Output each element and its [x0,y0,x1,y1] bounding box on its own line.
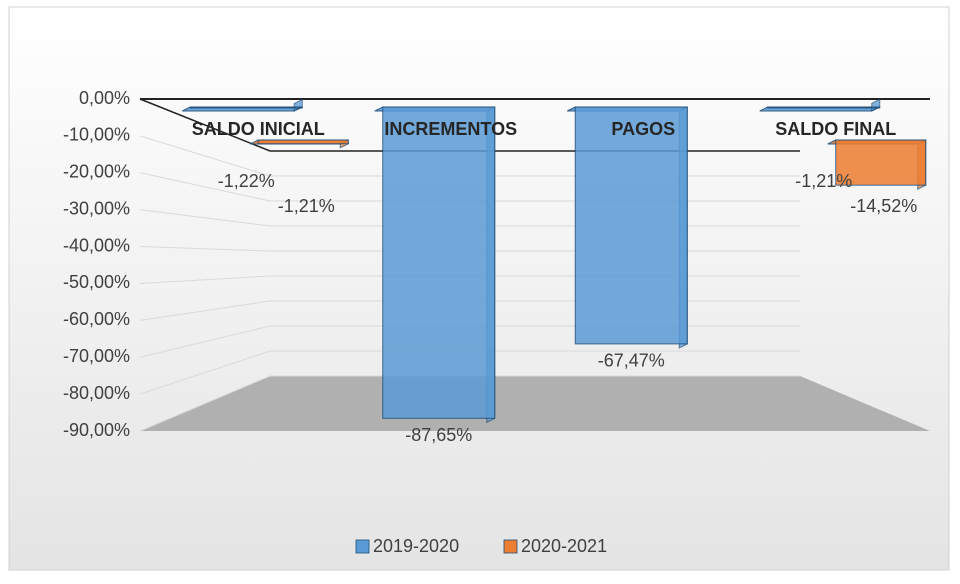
y-tick-label: -20,00% [63,162,130,182]
y-tick-label: -10,00% [63,125,130,145]
data-label: -1,21% [278,196,335,216]
floor [140,376,930,431]
bar-face [257,139,349,145]
bar [759,98,881,112]
x-tick-label: SALDO INICIAL [192,119,325,139]
y-tick-label: -90,00% [63,420,130,440]
y-tick-label: -60,00% [63,309,130,329]
bar-face [574,106,688,345]
data-label: -67,47% [598,351,665,371]
bar [827,139,927,190]
legend-label: 2019-2020 [373,536,459,556]
grid-line [139,350,800,395]
bar-face [767,106,881,109]
bar-face [835,139,927,186]
bar [374,106,496,424]
y-tick-label: -30,00% [63,198,130,218]
x-tick-label: INCREMENTOS [384,119,517,139]
bar [182,98,303,112]
data-label: -1,21% [795,171,852,191]
y-tick-label: 0,00% [79,88,130,108]
legend-swatch [503,539,518,554]
bar-face [382,106,496,419]
grid-line [139,375,800,432]
x-tick-label: PAGOS [611,119,675,139]
legend-swatch [355,539,370,554]
bar [250,139,349,149]
data-label: -1,22% [218,171,275,191]
data-label: -14,52% [850,196,917,216]
bar [567,106,688,349]
y-tick-label: -50,00% [63,272,130,292]
y-tick-label: -80,00% [63,383,130,403]
legend-label: 2020-2021 [521,536,607,556]
bar-face [189,106,303,109]
y-tick-label: -70,00% [63,346,130,366]
data-label: -87,65% [405,425,472,445]
y-tick-label: -40,00% [63,235,130,255]
x-tick-label: SALDO FINAL [775,119,896,139]
